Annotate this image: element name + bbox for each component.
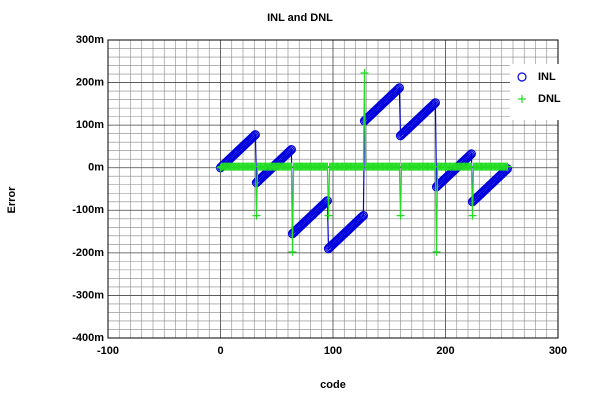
y-tick-label: -400m <box>72 332 104 344</box>
point-marker <box>360 68 369 77</box>
legend-box <box>510 64 562 120</box>
y-tick-label: -100m <box>72 204 104 216</box>
chart-title: INL and DNL <box>267 12 333 24</box>
point-marker <box>394 83 404 93</box>
point-marker <box>429 99 439 109</box>
point-marker <box>428 100 438 110</box>
point-marker <box>468 211 477 220</box>
point-marker <box>392 85 402 95</box>
point-marker <box>430 98 440 108</box>
legend-label: INL <box>538 71 556 83</box>
y-axis-label: Error <box>6 186 18 214</box>
point-marker <box>356 213 366 223</box>
y-tick-label: 200m <box>76 76 104 88</box>
point-marker <box>464 151 474 161</box>
point-marker <box>466 149 476 159</box>
point-marker <box>285 146 295 156</box>
y-tick-label: -300m <box>72 289 104 301</box>
point-marker <box>250 130 260 140</box>
point-marker <box>324 211 333 220</box>
x-tick-label: 200 <box>436 345 454 357</box>
point-marker <box>396 211 405 220</box>
point-marker <box>284 147 294 157</box>
point-marker <box>357 212 367 222</box>
point-marker <box>432 247 441 256</box>
point-marker <box>322 196 332 206</box>
y-tick-label: 0m <box>88 162 104 174</box>
point-marker <box>321 197 331 207</box>
point-marker <box>249 131 259 141</box>
point-marker <box>288 247 297 256</box>
series-dnl <box>216 68 512 256</box>
x-axis-label: code <box>320 379 346 391</box>
x-tick-label: 0 <box>217 345 223 357</box>
x-tick-label: 300 <box>549 345 567 357</box>
legend: INL DNL <box>510 64 562 120</box>
point-marker <box>393 84 403 94</box>
point-marker <box>465 150 475 160</box>
point-marker <box>286 145 296 155</box>
x-tick-label: 100 <box>324 345 342 357</box>
point-marker <box>252 211 261 220</box>
legend-marker <box>518 95 526 103</box>
y-tick-label: 300m <box>76 34 104 46</box>
plot-frame <box>107 39 559 339</box>
plot-marks <box>215 68 512 256</box>
point-marker <box>503 162 512 171</box>
legend-marker <box>517 72 527 82</box>
y-tick-label: -200m <box>72 247 104 259</box>
grid <box>107 39 559 339</box>
y-tick-label: 100m <box>76 119 104 131</box>
legend-label: DNL <box>538 93 561 105</box>
x-tick-label: -100 <box>97 345 119 357</box>
point-marker <box>248 132 258 142</box>
point-marker <box>358 211 368 221</box>
